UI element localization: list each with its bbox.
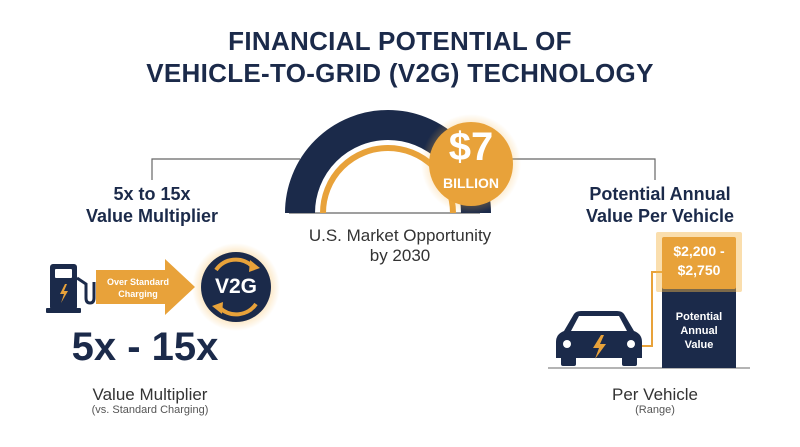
- bar-label-line-1: Potential: [675, 311, 723, 323]
- market-caption-line-2: by 2030: [369, 246, 431, 265]
- car-icon: [556, 311, 642, 366]
- bar-label-line-2: Annual: [680, 325, 718, 337]
- value-bracket: [642, 271, 662, 347]
- market-caption-line-1: U.S. Market Opportunity: [308, 226, 492, 245]
- over-charging-arrow: [96, 259, 195, 315]
- multiplier-value: 5x - 15x: [71, 325, 219, 369]
- multiplier-subcaption: (vs. Standard Charging): [91, 404, 209, 416]
- title-line-2: VEHICLE-TO-GRID (V2G) TECHNOLOGY: [146, 58, 654, 88]
- value-range-line-1: $2,200 -: [673, 243, 725, 259]
- value-bar: [656, 232, 742, 368]
- left-heading-line-1: 5x to 15x: [113, 184, 191, 204]
- value-range-line-2: $2,750: [677, 262, 721, 278]
- left-heading-line-2: Value Multiplier: [85, 206, 219, 226]
- arrow-label-line-2: Charging: [118, 289, 158, 299]
- fuel-pump-icon: [46, 264, 96, 313]
- v2g-badge-label: V2G: [214, 275, 258, 298]
- bar-label-line-3: Value: [684, 339, 714, 351]
- billion-circle: [421, 114, 521, 214]
- title-line-1: FINANCIAL POTENTIAL OF: [228, 26, 572, 56]
- per-vehicle-caption: Per Vehicle: [612, 385, 698, 404]
- right-heading-line-1: Potential Annual: [589, 184, 731, 204]
- market-amount: $7: [448, 125, 494, 169]
- right-heading-line-2: Value Per Vehicle: [585, 206, 735, 226]
- market-unit: BILLION: [443, 175, 499, 191]
- arrow-label-line-1: Over Standard: [106, 277, 170, 287]
- v2g-badge: [192, 243, 280, 331]
- multiplier-caption: Value Multiplier: [92, 385, 208, 404]
- per-vehicle-subcaption: (Range): [635, 404, 675, 416]
